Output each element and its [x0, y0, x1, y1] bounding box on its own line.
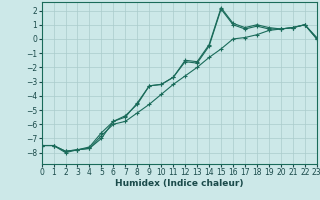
X-axis label: Humidex (Indice chaleur): Humidex (Indice chaleur): [115, 179, 244, 188]
